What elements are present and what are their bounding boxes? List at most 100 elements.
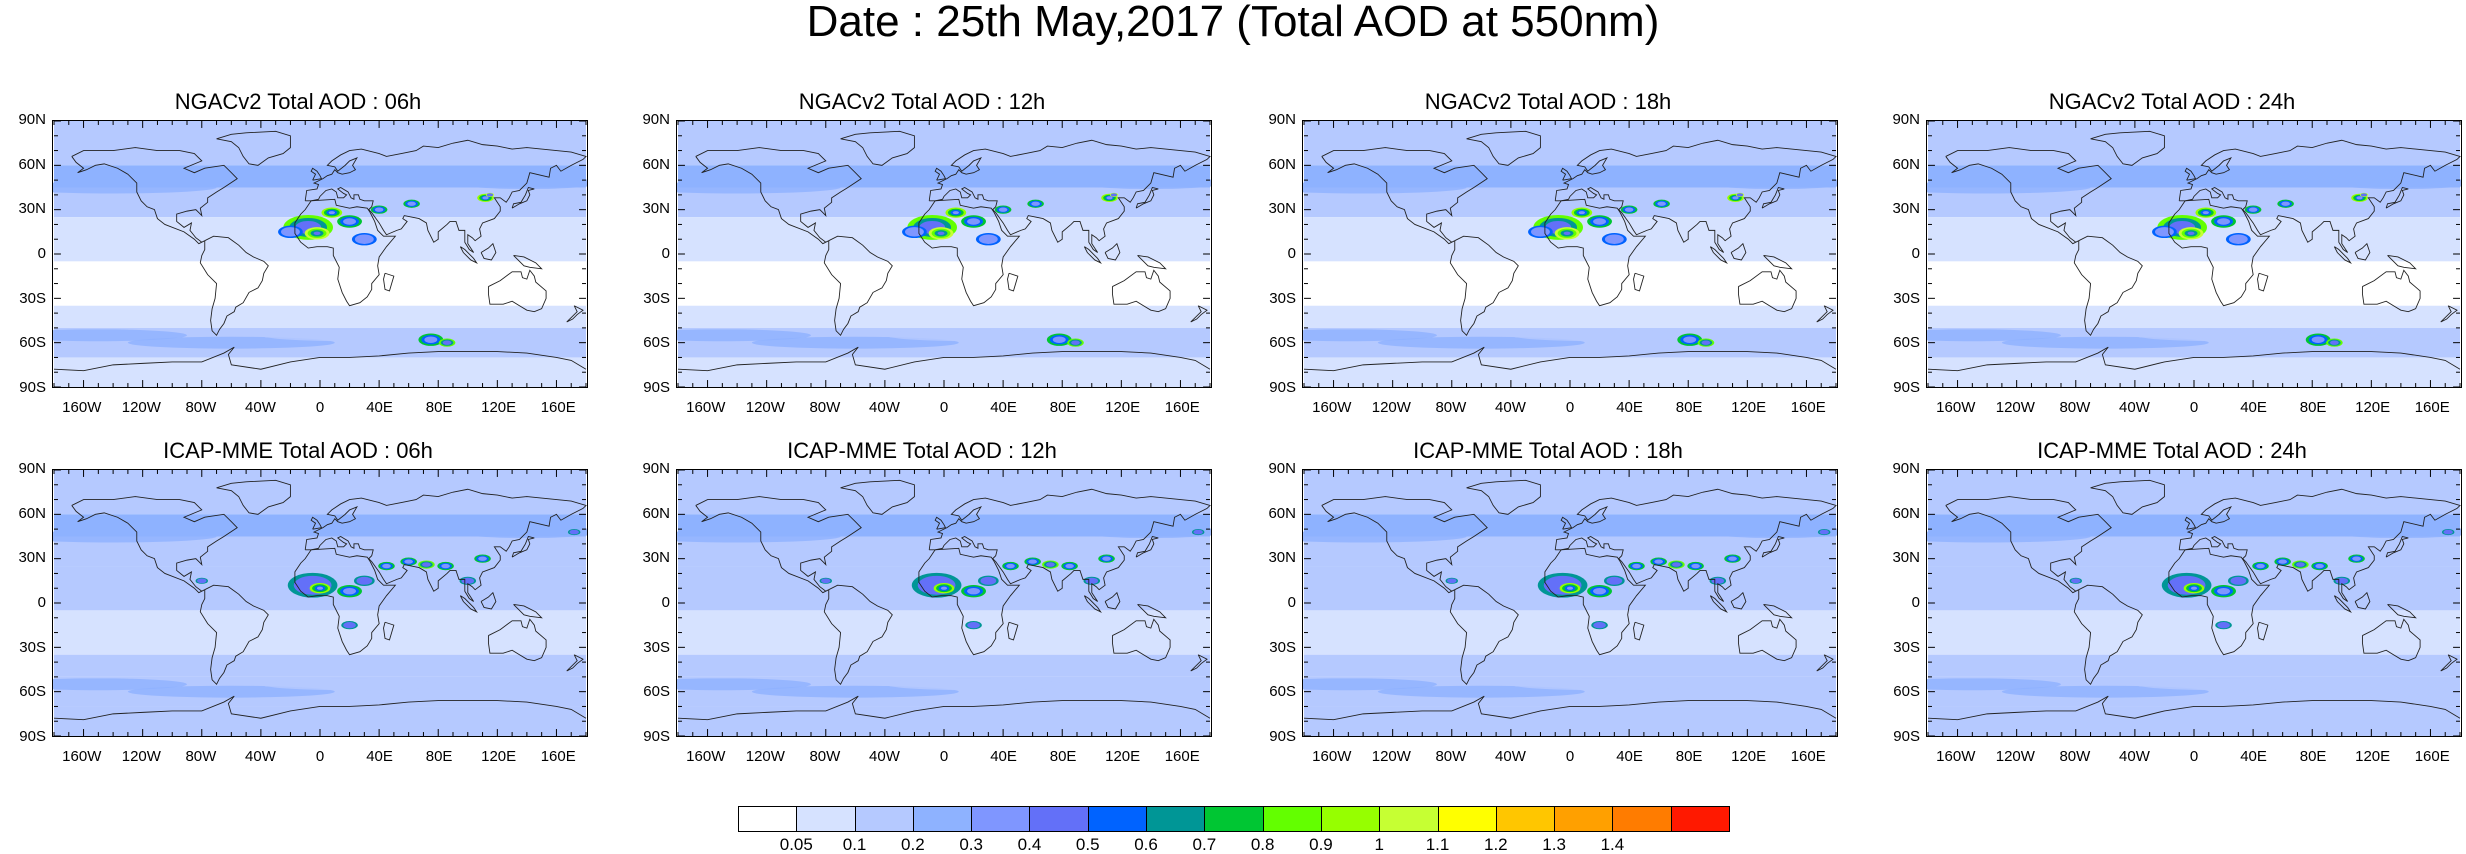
map-panel: NGACv2 Total AOD : 18h 90N 60N 30N 0 30S 60S 90… xyxy=(1250,90,1838,415)
lat-label: 30N xyxy=(642,549,670,567)
aod-plume xyxy=(1377,336,1585,349)
aod-hotspot xyxy=(407,201,416,206)
panel-title: NGACv2 Total AOD : 18h xyxy=(1424,89,1672,114)
lat-label: 90N xyxy=(18,460,46,477)
coastline xyxy=(2090,479,2165,515)
lat-label: 30N xyxy=(642,200,670,218)
coastline xyxy=(1449,235,1519,337)
aod-hotspot xyxy=(478,556,487,561)
lon-label: 160W xyxy=(1312,748,1352,765)
aod-hotspot xyxy=(1052,336,1066,343)
lon-label: 120E xyxy=(481,748,517,765)
colorbar-label: 0.1 xyxy=(842,835,867,854)
lon-label: 120W xyxy=(1995,748,2035,765)
coastline xyxy=(1190,305,1208,323)
aod-hotspot xyxy=(1110,193,1118,197)
aod-plume xyxy=(1927,181,2091,194)
panel-title: ICAP-MME Total AOD : 06h xyxy=(163,438,433,463)
aod-plume xyxy=(855,523,974,536)
aod-hotspot xyxy=(1085,577,1099,584)
coastline xyxy=(1111,618,1171,662)
aod-hotspot xyxy=(1031,201,1040,206)
aod-plume xyxy=(53,530,217,543)
lon-label: 0 xyxy=(1565,748,1575,765)
lon-label: 120W xyxy=(745,399,785,416)
aod-plume xyxy=(1077,177,1211,190)
lon-label: 80W xyxy=(1435,748,1467,765)
aod-band xyxy=(1304,305,1836,328)
aod-plume xyxy=(453,526,587,539)
coastline xyxy=(1190,654,1208,672)
lat-label: 30S xyxy=(1893,289,1920,307)
colorbar-label: 0.05 xyxy=(779,835,813,854)
lon-label: 80W xyxy=(1435,399,1467,416)
coastline xyxy=(511,186,535,209)
coastline xyxy=(1633,621,1645,641)
lon-label: 40W xyxy=(869,399,900,416)
aod-plume xyxy=(2327,177,2461,190)
lon-label: 120W xyxy=(1995,399,2035,416)
aod-band xyxy=(54,470,586,515)
lon-label: 80W xyxy=(185,748,217,765)
coastline xyxy=(1137,255,1167,270)
lat-label: 90S xyxy=(1269,728,1296,745)
map-panel: NGACv2 Total AOD : 24h 90N 60N 30N 0 30S 60S 90… xyxy=(1874,90,2462,415)
aod-plume xyxy=(53,329,187,342)
coastline xyxy=(459,246,478,264)
coastline xyxy=(216,479,291,515)
aod-hotspot xyxy=(980,576,997,585)
coastline xyxy=(1554,139,1837,253)
coastline xyxy=(304,488,587,602)
panel-title: ICAP-MME Total AOD : 12h xyxy=(787,438,1057,463)
lon-label: 0 xyxy=(939,399,949,416)
aod-plume xyxy=(1303,329,1437,342)
coastline xyxy=(2178,139,2461,253)
aod-hotspot xyxy=(967,622,980,629)
aod-hotspot xyxy=(1065,563,1074,569)
lat-label: 60N xyxy=(1268,155,1296,173)
coastline xyxy=(1135,535,1159,558)
lon-label: 80W xyxy=(809,748,841,765)
lat-label: 30S xyxy=(1269,638,1296,656)
map-area xyxy=(676,469,1212,737)
lon-label: 160W xyxy=(1936,748,1976,765)
coastline xyxy=(1761,186,1785,209)
aod-hotspot xyxy=(1071,340,1080,345)
lon-label: 120W xyxy=(1371,399,1411,416)
colorbar-swatch xyxy=(854,806,914,832)
aod-hotspot xyxy=(1732,196,1739,200)
lat-label: 0 xyxy=(37,245,46,262)
aod-hotspot xyxy=(343,622,356,629)
coastline xyxy=(1560,167,1573,181)
colorbar-label: 1.3 xyxy=(1542,835,1566,854)
map-panel: NGACv2 Total AOD : 06h 90N 60N 30N 0 30S 60S 90… xyxy=(0,90,588,415)
coastline xyxy=(1730,242,1747,261)
colorbar-label: 0.5 xyxy=(1075,835,1100,854)
coastline xyxy=(1816,654,1834,672)
coastline xyxy=(1945,147,2112,245)
map-area xyxy=(1926,120,2462,388)
coastline xyxy=(1927,695,2461,721)
coastline xyxy=(487,269,547,313)
coastline xyxy=(1737,618,1797,662)
lon-label: 0 xyxy=(939,748,949,765)
colorbar-swatch xyxy=(1554,806,1614,832)
aod-plume xyxy=(884,678,1063,691)
lon-label: 0 xyxy=(2189,748,2199,765)
aod-plume xyxy=(2105,174,2224,187)
aod-plume xyxy=(231,523,350,536)
figure-title: Date : 25th May,2017 (Total AOD at 550nm… xyxy=(806,0,1660,46)
lat-label: 30S xyxy=(1269,289,1296,307)
aod-plume xyxy=(2134,678,2313,691)
colorbar-swatch xyxy=(1320,806,1381,832)
lon-label: 120E xyxy=(1105,399,1141,416)
aod-hotspot xyxy=(404,559,413,564)
aod-hotspot xyxy=(1604,234,1624,244)
aod-hotspot xyxy=(2202,211,2209,215)
colorbar-swatch xyxy=(1495,806,1556,832)
lon-label: 160E xyxy=(2414,748,2450,765)
lon-label: 40W xyxy=(245,748,276,765)
aod-plume xyxy=(1481,523,1600,536)
lat-label: 90S xyxy=(1269,379,1296,396)
aod-hotspot xyxy=(1654,559,1663,564)
